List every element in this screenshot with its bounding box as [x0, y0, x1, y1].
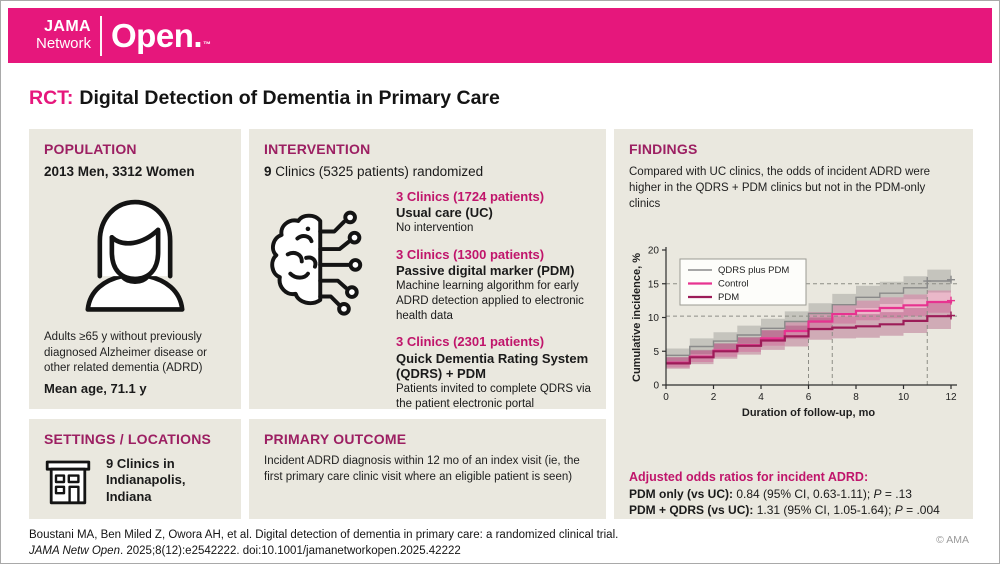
intervention-panel: INTERVENTION 9 Clinics (5325 patients) r… [249, 129, 606, 410]
arm-name: Usual care (UC) [396, 205, 493, 221]
p-value: = .13 [881, 487, 912, 502]
odds-label: PDM only (vs UC): [629, 487, 734, 502]
network-label: Network [36, 35, 92, 53]
jama-label: JAMA [44, 18, 92, 36]
odds-heading: Adjusted odds ratios for incident ADRD: [629, 470, 869, 485]
randomized-count: 9 [264, 164, 272, 179]
citation: Boustani MA, Ben Miled Z, Owora AH, et a… [29, 528, 618, 559]
svg-text:20: 20 [648, 246, 660, 257]
arm-qdrs-pdm: 3 Clinics (2301 patients) Quick Dementia… [396, 334, 591, 411]
page-title: RCT: Digital Detection of Dementia in Pri… [29, 87, 500, 110]
svg-text:PDM: PDM [718, 292, 739, 303]
population-description: Adults ≥65 y without previously diagnose… [44, 331, 208, 375]
settings-text: 9 Clinics in Indianapolis, Indiana [106, 456, 186, 504]
findings-panel: FINDINGS Compared with UC clinics, the o… [614, 129, 973, 519]
svg-text:12: 12 [945, 392, 957, 403]
svg-text:10: 10 [648, 313, 660, 324]
arm-description: Machine learning algorithm for early ADR… [396, 279, 584, 322]
jama-network-wordmark: JAMA Network [36, 18, 92, 53]
primary-outcome-panel: PRIMARY OUTCOME Incident ADRD diagnosis … [249, 419, 606, 519]
svg-text:QDRS plus PDM: QDRS plus PDM [718, 265, 789, 276]
intervention-arms: 3 Clinics (1724 patients) Usual care (UC… [396, 189, 591, 423]
settings-panel: SETTINGS / LOCATIONS 9 Clinics in Indian… [29, 419, 241, 519]
population-count: 2013 Men, 3312 Women [44, 164, 195, 179]
primary-outcome-text: Incident ADRD diagnosis within 12 mo of … [264, 455, 580, 483]
svg-text:6: 6 [806, 392, 812, 403]
open-wordmark: Open.™ [111, 19, 211, 52]
population-panel: POPULATION 2013 Men, 3312 Women Adults ≥… [29, 129, 241, 409]
clinic-building-icon [45, 460, 91, 505]
arm-name: Quick Dementia Rating System (QDRS) + PD… [396, 350, 589, 382]
svg-text:Control: Control [718, 279, 749, 290]
citation-line2: JAMA Netw Open. 2025;8(12):e2542222. doi… [29, 544, 618, 560]
arm-clinics-count: 3 Clinics (1724 patients) [396, 189, 545, 204]
svg-text:0: 0 [653, 381, 659, 392]
p-symbol: P [894, 503, 903, 518]
citation-doi: . 2025;8(12):e2542222. doi:10.1001/jaman… [119, 544, 461, 557]
settings-heading: SETTINGS / LOCATIONS [44, 431, 212, 447]
logo-divider [100, 15, 103, 56]
randomized-rest: Clinics (5325 patients) randomized [271, 164, 484, 179]
primary-outcome-heading: PRIMARY OUTCOME [264, 431, 407, 447]
svg-text:0: 0 [663, 392, 669, 403]
rct-tag: RCT: [29, 87, 74, 109]
chart-legend: QDRS plus PDM Control PDM [679, 258, 807, 306]
trademark-symbol: ™ [203, 40, 211, 49]
journal-name: JAMA Netw Open [29, 544, 120, 557]
odds-ratio-block: Adjusted odds ratios for incident ADRD: … [629, 470, 958, 518]
population-mean-age: Mean age, 71.1 y [44, 380, 147, 396]
citation-line1: Boustani MA, Ben Miled Z, Owora AH, et a… [29, 529, 619, 541]
arm-pdm: 3 Clinics (1300 patients) Passive digita… [396, 247, 591, 324]
svg-text:2: 2 [711, 392, 717, 403]
svg-text:Duration of follow-up, mo: Duration of follow-up, mo [742, 407, 875, 419]
p-value: = .004 [902, 503, 940, 518]
brand-bar: JAMA Network Open.™ [8, 8, 992, 63]
arm-description: Patients invited to complete QDRS via th… [396, 382, 591, 410]
copyright-label: © AMA [936, 534, 969, 546]
svg-text:10: 10 [898, 392, 910, 403]
findings-summary: Compared with UC clinics, the odds of in… [629, 166, 931, 211]
cumulative-incidence-chart: 0 5 10 15 20 0 2 4 6 8 10 12 Duration of follow-up, … [631, 246, 957, 419]
odds-label: PDM + QDRS (vs UC): [629, 503, 754, 518]
findings-heading: FINDINGS [629, 141, 698, 157]
intervention-heading: INTERVENTION [264, 141, 371, 157]
odds-row-pdm: PDM only (vs UC): 0.84 (95% CI, 0.63-1.1… [629, 486, 958, 502]
person-icon [85, 199, 185, 312]
arm-clinics-count: 3 Clinics (2301 patients) [396, 334, 545, 350]
p-symbol: P [873, 487, 882, 502]
odds-value: 0.84 (95% CI, 0.63-1.11); [733, 487, 874, 502]
title-text: Digital Detection of Dementia in Primary… [79, 87, 500, 109]
svg-text:Cumulative incidence, %: Cumulative incidence, % [631, 253, 643, 382]
svg-text:8: 8 [853, 392, 859, 403]
jama-network-open-logo: JAMA Network Open.™ [36, 15, 211, 56]
open-label: Open. [111, 17, 203, 54]
population-heading: POPULATION [44, 141, 137, 157]
arm-name: Passive digital marker (PDM) [396, 263, 575, 279]
svg-text:4: 4 [758, 392, 764, 403]
arm-description: No intervention [396, 221, 474, 234]
randomized-line: 9 Clinics (5325 patients) randomized [264, 164, 591, 179]
odds-value: 1.31 (95% CI, 1.05-1.64); [753, 503, 895, 518]
brain-circuit-icon [270, 210, 363, 316]
svg-text:15: 15 [648, 280, 660, 291]
svg-text:5: 5 [653, 347, 659, 358]
arm-usual-care: 3 Clinics (1724 patients) Usual care (UC… [396, 189, 591, 236]
odds-row-pdm-qdrs: PDM + QDRS (vs UC): 1.31 (95% CI, 1.05-1… [629, 502, 958, 518]
arm-clinics-count: 3 Clinics (1300 patients) [396, 246, 545, 262]
